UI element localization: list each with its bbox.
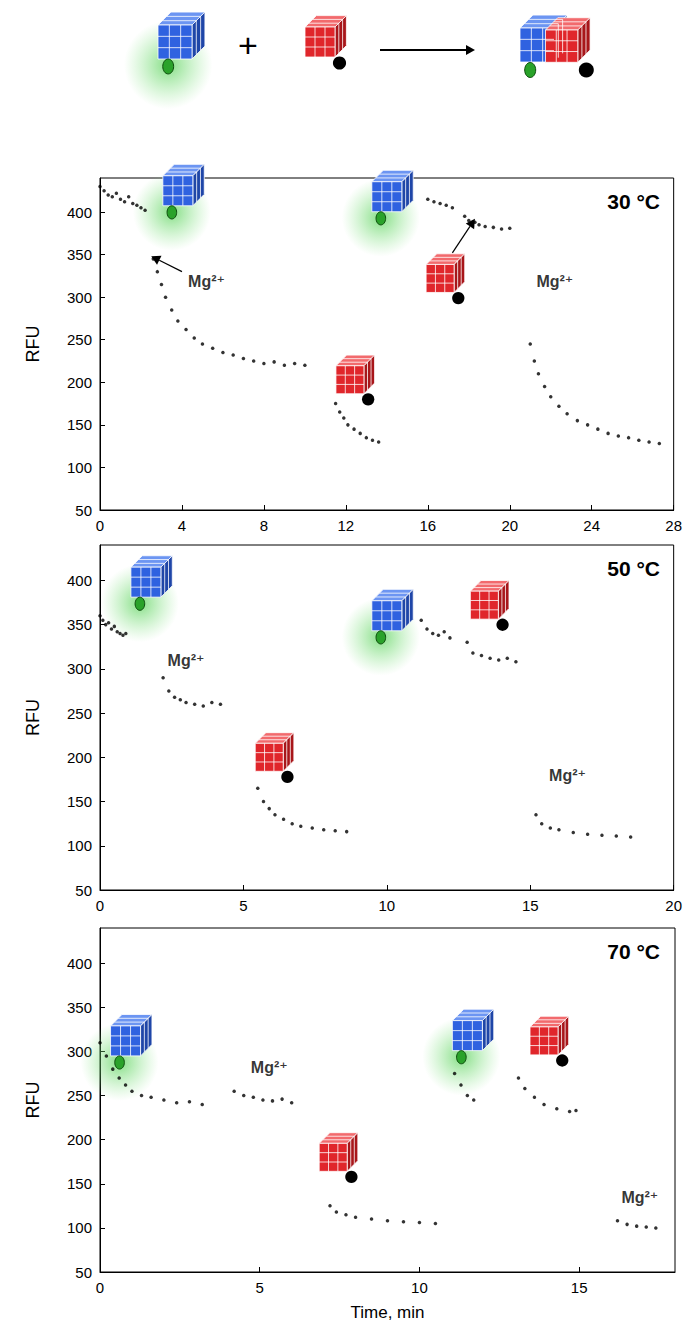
svg-text:200: 200 (67, 374, 92, 391)
svg-text:300: 300 (67, 1043, 92, 1060)
svg-text:250: 250 (67, 1087, 92, 1104)
svg-text:15: 15 (571, 1279, 588, 1296)
svg-text:Mg²⁺: Mg²⁺ (536, 273, 573, 290)
svg-text:4: 4 (178, 517, 186, 534)
svg-text:50: 50 (75, 882, 92, 899)
svg-text:8: 8 (260, 517, 268, 534)
svg-text:+: + (238, 26, 258, 64)
svg-text:10: 10 (411, 1279, 428, 1296)
svg-text:0: 0 (96, 897, 104, 914)
svg-text:Mg²⁺: Mg²⁺ (621, 1189, 658, 1206)
svg-text:30 °C: 30 °C (607, 190, 660, 213)
svg-text:350: 350 (67, 616, 92, 633)
svg-text:10: 10 (378, 897, 395, 914)
svg-text:0: 0 (96, 1279, 104, 1296)
svg-text:400: 400 (67, 204, 92, 221)
svg-text:200: 200 (67, 1131, 92, 1148)
svg-text:28: 28 (665, 517, 682, 534)
svg-text:50: 50 (75, 502, 92, 519)
svg-text:100: 100 (67, 459, 92, 476)
svg-text:Mg²⁺: Mg²⁺ (549, 767, 586, 784)
svg-text:400: 400 (67, 572, 92, 589)
svg-text:50 °C: 50 °C (607, 557, 660, 580)
svg-text:0: 0 (96, 517, 104, 534)
svg-text:400: 400 (67, 955, 92, 972)
svg-text:16: 16 (419, 517, 436, 534)
svg-text:RFU: RFU (23, 326, 43, 363)
svg-text:100: 100 (67, 1219, 92, 1236)
svg-text:20: 20 (501, 517, 518, 534)
svg-text:300: 300 (67, 289, 92, 306)
svg-text:300: 300 (67, 660, 92, 677)
svg-text:150: 150 (67, 793, 92, 810)
svg-text:70 °C: 70 °C (607, 940, 660, 963)
svg-text:20: 20 (665, 897, 682, 914)
svg-text:350: 350 (67, 246, 92, 263)
svg-text:250: 250 (67, 705, 92, 722)
svg-text:50: 50 (75, 1264, 92, 1281)
svg-text:5: 5 (256, 1279, 264, 1296)
svg-text:350: 350 (67, 999, 92, 1016)
svg-text:Mg²⁺: Mg²⁺ (168, 652, 205, 669)
svg-text:5: 5 (239, 897, 247, 914)
svg-text:150: 150 (67, 1175, 92, 1192)
svg-text:RFU: RFU (23, 1082, 43, 1119)
svg-text:Time, min: Time, min (351, 1303, 425, 1322)
svg-text:150: 150 (67, 416, 92, 433)
svg-text:200: 200 (67, 749, 92, 766)
svg-text:Mg²⁺: Mg²⁺ (188, 273, 225, 290)
svg-text:250: 250 (67, 331, 92, 348)
svg-text:12: 12 (338, 517, 355, 534)
svg-text:RFU: RFU (23, 699, 43, 736)
svg-text:15: 15 (522, 897, 539, 914)
svg-text:24: 24 (583, 517, 600, 534)
svg-text:100: 100 (67, 837, 92, 854)
svg-text:Mg²⁺: Mg²⁺ (251, 1059, 288, 1076)
